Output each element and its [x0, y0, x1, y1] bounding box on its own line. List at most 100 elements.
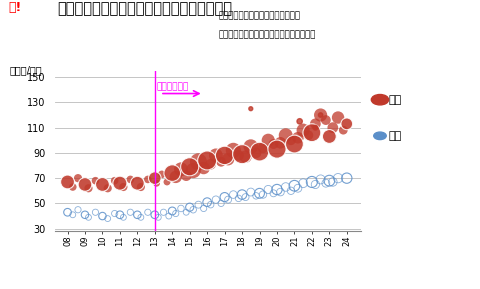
Point [168, 209, 176, 213]
Point [299, 181, 306, 186]
Point [133, 212, 141, 217]
Point [104, 216, 111, 221]
Point [98, 182, 106, 187]
Point [81, 182, 89, 187]
Point [194, 160, 202, 164]
Point [252, 194, 259, 198]
Point [189, 208, 197, 212]
Point [328, 180, 336, 184]
Point [220, 153, 228, 158]
Point [328, 125, 336, 130]
Point [182, 210, 190, 214]
Point [325, 134, 333, 139]
Point [238, 152, 245, 156]
Point [189, 168, 197, 173]
Point [91, 178, 99, 183]
Point [334, 115, 341, 120]
Point [74, 176, 82, 180]
Point [290, 142, 298, 146]
Point [287, 188, 294, 193]
Text: ・円の大きさは発売戸数、成約件数を示す: ・円の大きさは発売戸数、成約件数を示す [218, 30, 315, 39]
Point [287, 138, 294, 142]
Point [171, 175, 179, 179]
Point [316, 113, 324, 117]
Point [69, 212, 76, 217]
Point [199, 206, 207, 211]
Point [154, 215, 162, 220]
Point [126, 210, 134, 214]
Point [269, 191, 277, 196]
Point [299, 128, 306, 132]
Point [120, 185, 127, 189]
Point [220, 195, 228, 199]
Point [137, 215, 144, 220]
Point [203, 200, 211, 204]
Point [171, 211, 179, 216]
Point [185, 164, 193, 169]
Point [238, 192, 245, 197]
Point [246, 106, 254, 111]
Point [311, 182, 319, 187]
Point [151, 212, 158, 217]
Point [304, 133, 312, 138]
Text: 中古: 中古 [387, 131, 401, 141]
Point [185, 205, 193, 210]
Point [281, 185, 289, 189]
Point [273, 187, 280, 192]
Point [246, 190, 254, 194]
Point [133, 181, 141, 186]
Point [259, 192, 266, 197]
Point [307, 180, 315, 184]
Point [63, 210, 71, 214]
Point [152, 181, 160, 186]
Point [74, 208, 82, 212]
Point [255, 191, 263, 196]
Point [98, 214, 106, 218]
Point [269, 142, 277, 146]
Point [163, 180, 170, 184]
Point [165, 214, 172, 218]
Point [229, 192, 237, 197]
Point [316, 113, 324, 117]
Point [194, 202, 202, 207]
Point [212, 197, 219, 202]
Text: 新築・中古マンション単価の推移（首都圏）: 新築・中古マンション単価の推移（首都圏） [58, 1, 232, 16]
Point [144, 177, 151, 182]
Point [246, 144, 254, 149]
Point [276, 190, 284, 194]
Point [321, 118, 329, 122]
Point [157, 172, 165, 177]
Point [264, 138, 272, 142]
Point [241, 195, 249, 199]
Point [182, 173, 190, 178]
Point [91, 210, 99, 214]
Point [334, 176, 341, 180]
Point [159, 210, 167, 214]
Point [293, 136, 301, 140]
Point [276, 140, 284, 145]
Point [281, 133, 289, 138]
Point [144, 210, 151, 214]
Point [295, 119, 303, 124]
Point [212, 153, 219, 158]
Point [342, 176, 350, 180]
Point [126, 177, 134, 182]
Point [339, 128, 347, 132]
Point [63, 180, 71, 184]
Point [203, 158, 211, 163]
Point [229, 148, 237, 153]
Point [325, 178, 333, 183]
Point [273, 147, 280, 151]
Point [116, 181, 123, 186]
Point [217, 160, 225, 164]
Point [110, 211, 118, 216]
Point [252, 151, 259, 155]
Point [255, 149, 263, 154]
Point [206, 202, 214, 207]
Text: （万円/㎡）: （万円/㎡） [10, 65, 42, 75]
Point [177, 167, 184, 172]
Text: アベノミクス: アベノミクス [156, 83, 189, 92]
Point [342, 122, 350, 126]
Point [224, 157, 231, 162]
Point [151, 176, 158, 180]
